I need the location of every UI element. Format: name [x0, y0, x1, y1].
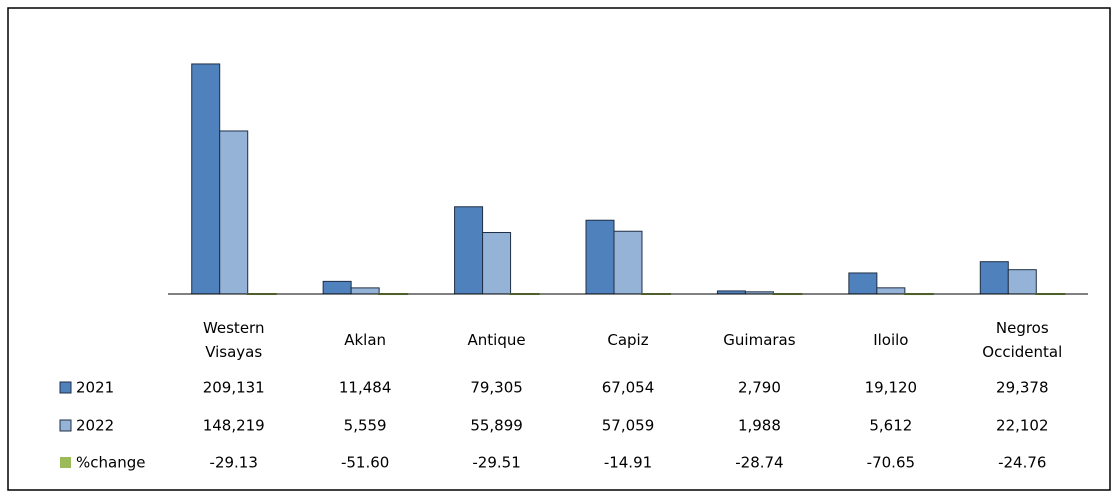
bar — [585, 219, 615, 295]
legend-label: 2022 — [76, 417, 114, 435]
value-label: 2,790 — [738, 379, 781, 397]
value-label: -14.91 — [604, 454, 652, 472]
value-label: 22,102 — [996, 417, 1049, 435]
bar — [454, 206, 484, 295]
category-label: Guimaras — [723, 331, 796, 349]
legend-key — [59, 419, 72, 432]
value-label: -29.13 — [210, 454, 258, 472]
bar — [191, 63, 221, 295]
value-label: -70.65 — [867, 454, 915, 472]
chart-border — [7, 7, 1111, 491]
value-label: 209,131 — [203, 379, 265, 397]
value-label: 55,899 — [470, 417, 523, 435]
category-label: Iloilo — [873, 331, 909, 349]
value-label: -28.74 — [735, 454, 783, 472]
value-label: -51.60 — [341, 454, 389, 472]
bar — [219, 130, 249, 295]
bar — [848, 272, 878, 295]
legend-key — [59, 381, 72, 394]
category-label: Aklan — [344, 331, 387, 349]
value-label: 148,219 — [203, 417, 265, 435]
legend-label: %change — [76, 454, 145, 472]
value-label: 57,059 — [602, 417, 655, 435]
value-label: 29,378 — [996, 379, 1049, 397]
value-label: 5,559 — [344, 417, 387, 435]
value-label: 11,484 — [339, 379, 392, 397]
category-label: Antique — [467, 331, 526, 349]
legend-key — [60, 457, 71, 468]
value-label: 1,988 — [738, 417, 781, 435]
bar — [876, 287, 906, 295]
value-label: 19,120 — [865, 379, 918, 397]
bar — [350, 287, 380, 295]
value-label: 79,305 — [470, 379, 523, 397]
bar — [613, 230, 643, 295]
bar — [1007, 269, 1037, 295]
category-label: Capiz — [607, 331, 649, 349]
bar — [482, 232, 512, 295]
category-label: Negros Occidental — [982, 319, 1063, 361]
value-label: 5,612 — [869, 417, 912, 435]
value-label: -29.51 — [472, 454, 520, 472]
value-label: 67,054 — [602, 379, 655, 397]
legend-label: 2021 — [76, 379, 114, 397]
bar — [322, 280, 352, 295]
value-label: -24.76 — [998, 454, 1046, 472]
bar — [979, 261, 1009, 295]
category-label: Western Visayas — [202, 319, 265, 361]
